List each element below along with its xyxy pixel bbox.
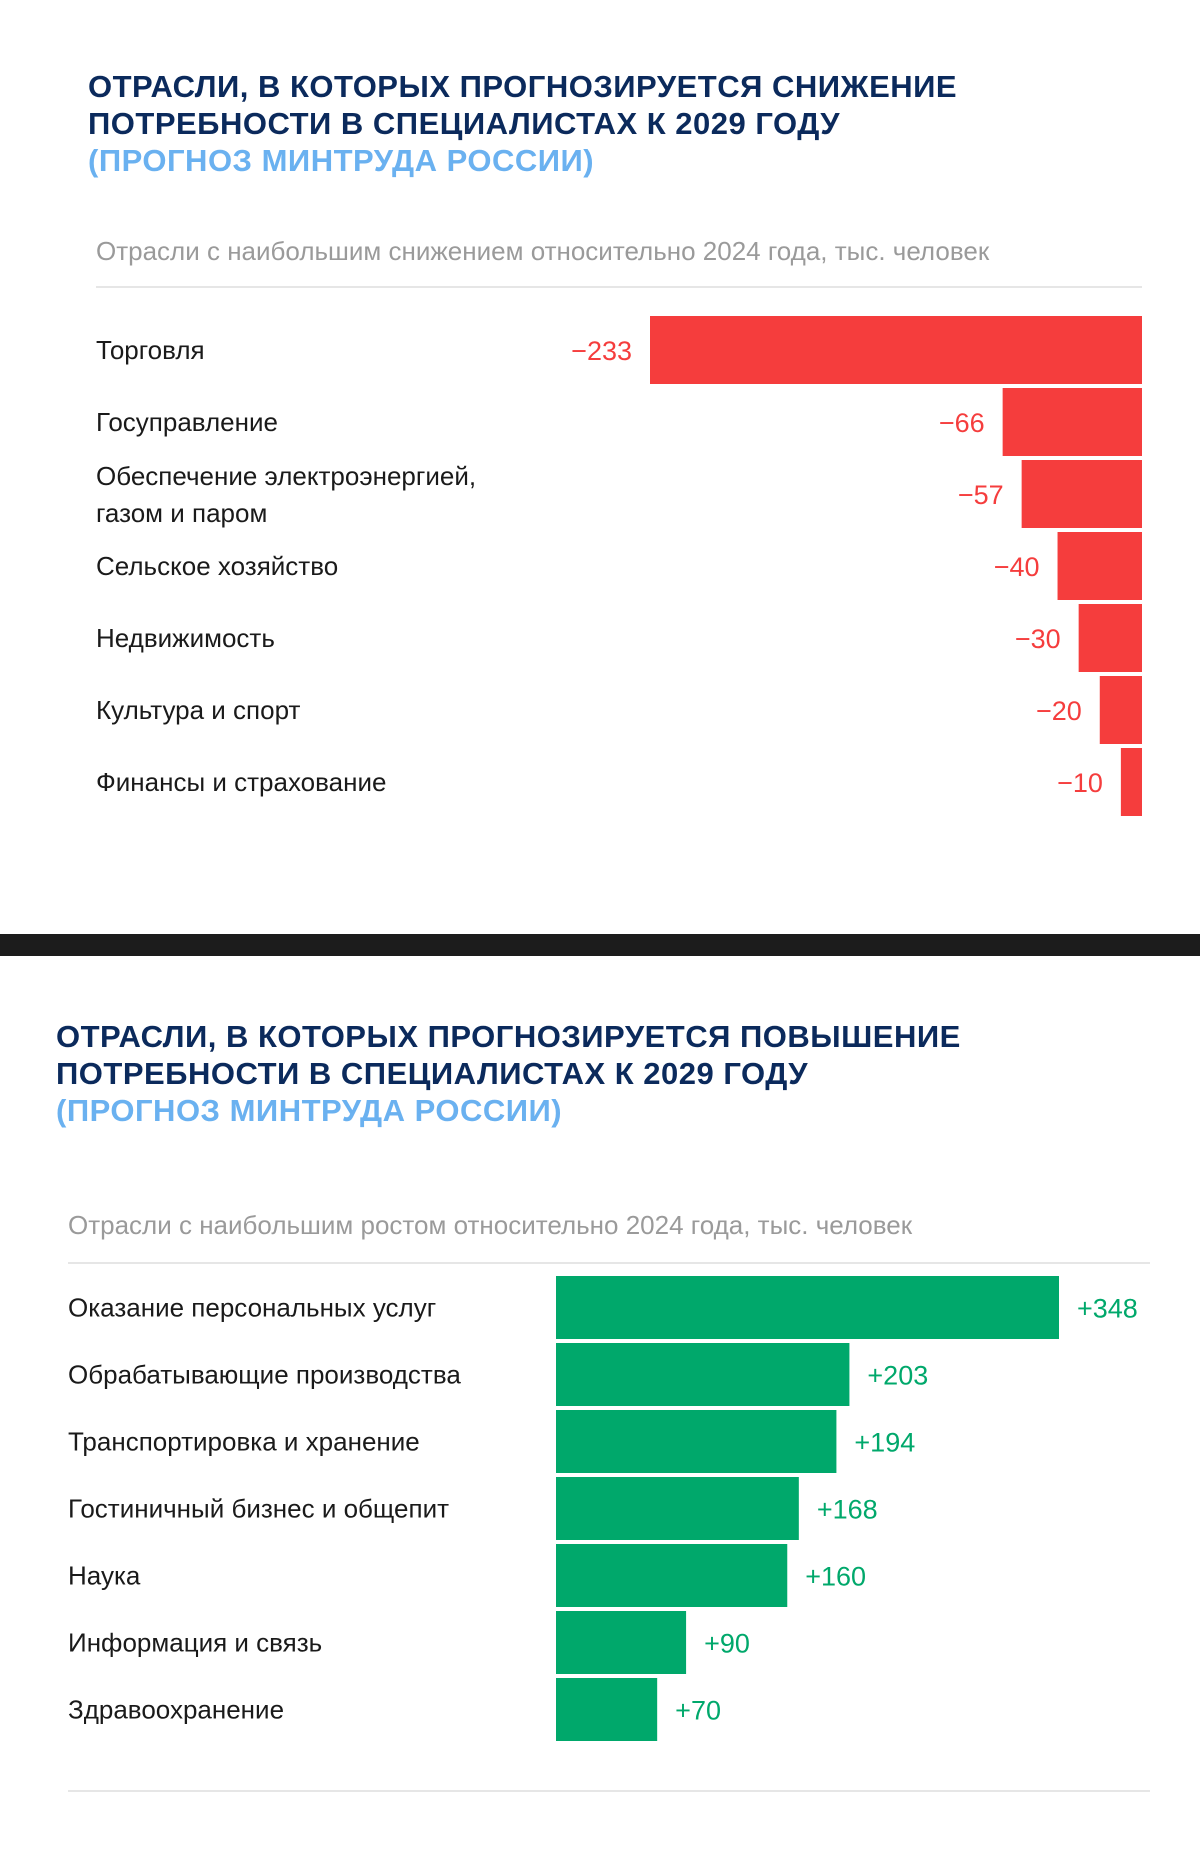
decrease-category-label-line: Торговля (96, 335, 205, 365)
decrease-category-label: Сельское хозяйство (96, 551, 338, 581)
increase-category-label-line: Транспортировка и хранение (68, 1427, 420, 1457)
decrease-value-label: −57 (958, 480, 1004, 510)
increase-title-line-3: (ПРОГНОЗ МИНТРУДА РОССИИ) (56, 1093, 563, 1128)
decrease-category-label-line: Обеспечение электроэнергией, (96, 461, 476, 491)
increase-footer-rule (68, 1790, 1150, 1792)
decrease-value-label: −20 (1036, 696, 1082, 726)
decrease-category-label-line: Культура и спорт (96, 695, 300, 725)
decrease-bar (1002, 388, 1142, 456)
decrease-value-label: −10 (1057, 768, 1103, 798)
decrease-bar (1021, 460, 1142, 528)
increase-chart-subtitle: Отрасли с наибольшим ростом относительно… (68, 1210, 913, 1240)
decrease-chart-title: ОТРАСЛИ, В КОТОРЫХ ПРОГНОЗИРУЕТСЯ СНИЖЕН… (88, 68, 957, 179)
decrease-category-label: Торговля (96, 335, 205, 365)
increase-value-label: +348 (1077, 1294, 1138, 1324)
increase-value-label: +90 (704, 1629, 750, 1659)
section-divider (0, 934, 1200, 956)
increase-category-label-line: Информация и связь (68, 1628, 322, 1658)
increase-value-label: +70 (675, 1696, 721, 1726)
decrease-category-label: Финансы и страхование (96, 767, 386, 797)
decrease-bar (1099, 676, 1142, 744)
increase-value-label: +194 (854, 1428, 915, 1458)
decrease-value-label: −233 (571, 336, 632, 366)
decrease-category-label-line: Финансы и страхование (96, 767, 386, 797)
decrease-category-label-line: газом и паром (96, 498, 267, 528)
decrease-category-label: Культура и спорт (96, 695, 300, 725)
increase-category-label: Оказание персональных услуг (68, 1293, 436, 1323)
increase-bar (556, 1276, 1059, 1339)
decrease-bar (1078, 604, 1142, 672)
decrease-bar (650, 316, 1142, 384)
increase-category-label: Транспортировка и хранение (68, 1427, 420, 1457)
decrease-bar-chart: −233 Торговля −66 Госуправление −57 Обеспечен… (96, 316, 1142, 816)
increase-chart-title: ОТРАСЛИ, В КОТОРЫХ ПРОГНОЗИРУЕТСЯ ПОВЫШЕ… (56, 1018, 961, 1129)
increase-header-rule (68, 1262, 1150, 1264)
decrease-title-line-3: (ПРОГНОЗ МИНТРУДА РОССИИ) (88, 143, 595, 178)
increase-bar (556, 1544, 788, 1607)
increase-bar (556, 1611, 687, 1674)
increase-chart-panel: ОТРАСЛИ, В КОТОРЫХ ПРОГНОЗИРУЕТСЯ ПОВЫШЕ… (0, 956, 1200, 1872)
increase-value-label: +168 (817, 1495, 878, 1525)
increase-bar (556, 1477, 799, 1540)
increase-category-label: Информация и связь (68, 1628, 322, 1658)
decrease-bar (1120, 748, 1142, 816)
increase-category-label-line: Здравоохранение (68, 1695, 284, 1725)
increase-category-label: Обрабатывающие производства (68, 1360, 461, 1390)
increase-category-label-line: Гостиничный бизнес и общепит (68, 1494, 449, 1524)
increase-category-label: Гостиничный бизнес и общепит (68, 1494, 449, 1524)
increase-category-label-line: Наука (68, 1561, 141, 1591)
decrease-value-label: −40 (994, 552, 1040, 582)
increase-bar (556, 1678, 658, 1741)
decrease-chart-panel: ОТРАСЛИ, В КОТОРЫХ ПРОГНОЗИРУЕТСЯ СНИЖЕН… (0, 0, 1200, 934)
increase-bar (556, 1410, 837, 1473)
decrease-header-rule (96, 286, 1142, 288)
decrease-value-label: −66 (939, 408, 985, 438)
decrease-category-label-line: Недвижимость (96, 623, 275, 653)
decrease-category-label: Недвижимость (96, 623, 275, 653)
increase-category-label-line: Оказание персональных услуг (68, 1293, 436, 1323)
increase-value-label: +203 (867, 1361, 928, 1391)
decrease-title-line-2: ПОТРЕБНОСТИ В СПЕЦИАЛИСТАХ К 2029 ГОДУ (88, 106, 840, 141)
increase-title-line-1: ОТРАСЛИ, В КОТОРЫХ ПРОГНОЗИРУЕТСЯ ПОВЫШЕ… (56, 1019, 961, 1054)
decrease-category-label-line: Сельское хозяйство (96, 551, 338, 581)
increase-category-label: Наука (68, 1561, 141, 1591)
increase-category-label-line: Обрабатывающие производства (68, 1360, 461, 1390)
increase-value-label: +160 (805, 1562, 866, 1592)
increase-title-line-2: ПОТРЕБНОСТИ В СПЕЦИАЛИСТАХ К 2029 ГОДУ (56, 1056, 808, 1091)
decrease-value-label: −30 (1015, 624, 1061, 654)
decrease-chart-subtitle: Отрасли с наибольшим снижением относител… (96, 236, 990, 266)
increase-bar (556, 1343, 850, 1406)
decrease-category-label-line: Госуправление (96, 407, 278, 437)
decrease-category-label: Обеспечение электроэнергией, газом и паро… (96, 461, 476, 528)
decrease-bar (1057, 532, 1142, 600)
decrease-title-line-1: ОТРАСЛИ, В КОТОРЫХ ПРОГНОЗИРУЕТСЯ СНИЖЕН… (88, 69, 958, 104)
decrease-category-label: Госуправление (96, 407, 278, 437)
increase-category-label: Здравоохранение (68, 1695, 284, 1725)
increase-bar-chart: +348 Оказание персональных услуг +203 Обраб… (68, 1276, 1138, 1741)
